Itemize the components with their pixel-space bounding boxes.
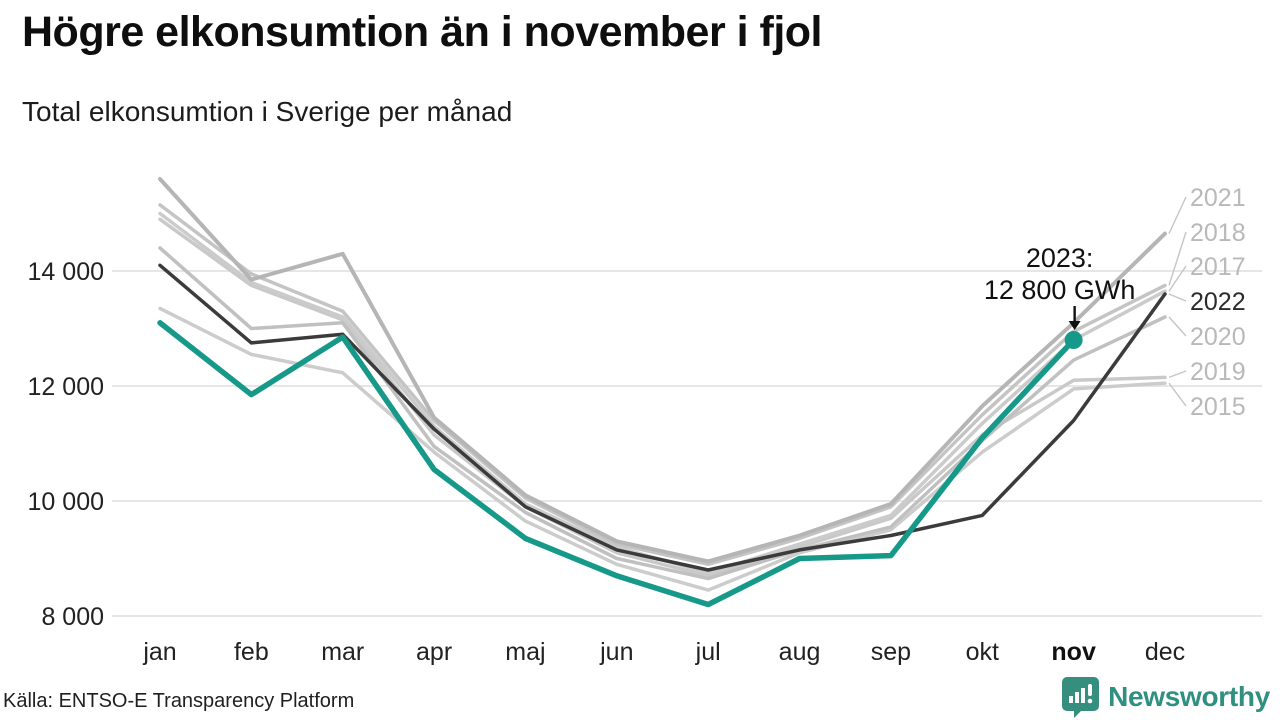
annotation-text-line2: 12 800 GWh <box>984 275 1136 305</box>
year-label-2020: 2020 <box>1190 323 1246 351</box>
logo-bar-3 <box>1081 688 1086 703</box>
y-tick-label: 12 000 <box>28 373 104 401</box>
label-connector-2021 <box>1168 196 1187 234</box>
year-label-2017: 2017 <box>1190 253 1246 281</box>
label-connector-2020 <box>1168 316 1187 337</box>
label-connector-2019 <box>1168 370 1187 379</box>
series-line-2018 <box>158 203 1167 567</box>
series-line-2017 <box>158 211 1167 575</box>
x-tick-label: nov <box>1051 638 1096 666</box>
x-tick-label: aug <box>779 638 821 666</box>
x-tick-label: sep <box>871 638 911 666</box>
year-label-2018: 2018 <box>1190 219 1246 247</box>
year-label-2022: 2022 <box>1190 288 1246 316</box>
series-line-2021 <box>158 177 1167 564</box>
consumption-line-chart: 8 000 10 000 12 000 14 000 jan feb mar apr maj ju… <box>28 177 1262 666</box>
y-tick-label: 10 000 <box>28 488 104 516</box>
label-connector-2022 <box>1168 293 1187 302</box>
year-label-2019: 2019 <box>1190 358 1246 386</box>
series-line-2023 <box>157 320 1077 608</box>
label-connector-2015 <box>1168 382 1187 407</box>
x-tick-label: mar <box>321 638 364 666</box>
logo-bar-2 <box>1075 692 1080 703</box>
annotation-text-line1: 2023: <box>1026 243 1094 273</box>
x-tick-label: jul <box>695 638 721 666</box>
series-line-2015 <box>158 306 1167 592</box>
year-label-2021: 2021 <box>1190 184 1246 212</box>
label-connector-2017 <box>1168 265 1187 292</box>
series-line-2019 <box>158 217 1167 578</box>
page-title: Högre elkonsumtion än i november i fjol <box>22 8 823 56</box>
series-line-2020 <box>158 246 1167 581</box>
x-tick-label: apr <box>416 638 452 666</box>
brand-name: Newsworthy <box>1108 681 1270 712</box>
series-line-2022 <box>158 263 1167 572</box>
newsworthy-brand: Newsworthy <box>1061 676 1270 718</box>
logo-bar-1 <box>1069 696 1074 703</box>
y-tick-label: 8 000 <box>41 603 104 631</box>
x-tick-label: okt <box>966 638 999 666</box>
logo-exclamation-bar <box>1088 684 1093 696</box>
x-tick-label: dec <box>1145 638 1185 666</box>
annotation-arrow-head <box>1068 321 1081 330</box>
logo-exclamation-dot <box>1087 698 1093 704</box>
x-tick-label: feb <box>234 638 269 666</box>
data-point-2023-nov <box>1064 331 1083 349</box>
year-label-2015: 2015 <box>1190 393 1246 421</box>
newsworthy-logo-icon <box>1062 677 1100 718</box>
x-tick-label: maj <box>505 638 545 666</box>
y-tick-label: 14 000 <box>28 258 104 286</box>
source-note: Källa: ENTSO-E Transparency Platform <box>3 690 355 712</box>
x-tick-label: jan <box>142 638 176 666</box>
chart-subtitle: Total elkonsumtion i Sverige per månad <box>22 96 513 127</box>
logo-bubble-shape <box>1062 677 1100 718</box>
label-connector-2018 <box>1168 231 1187 286</box>
x-tick-label: jun <box>599 638 633 666</box>
